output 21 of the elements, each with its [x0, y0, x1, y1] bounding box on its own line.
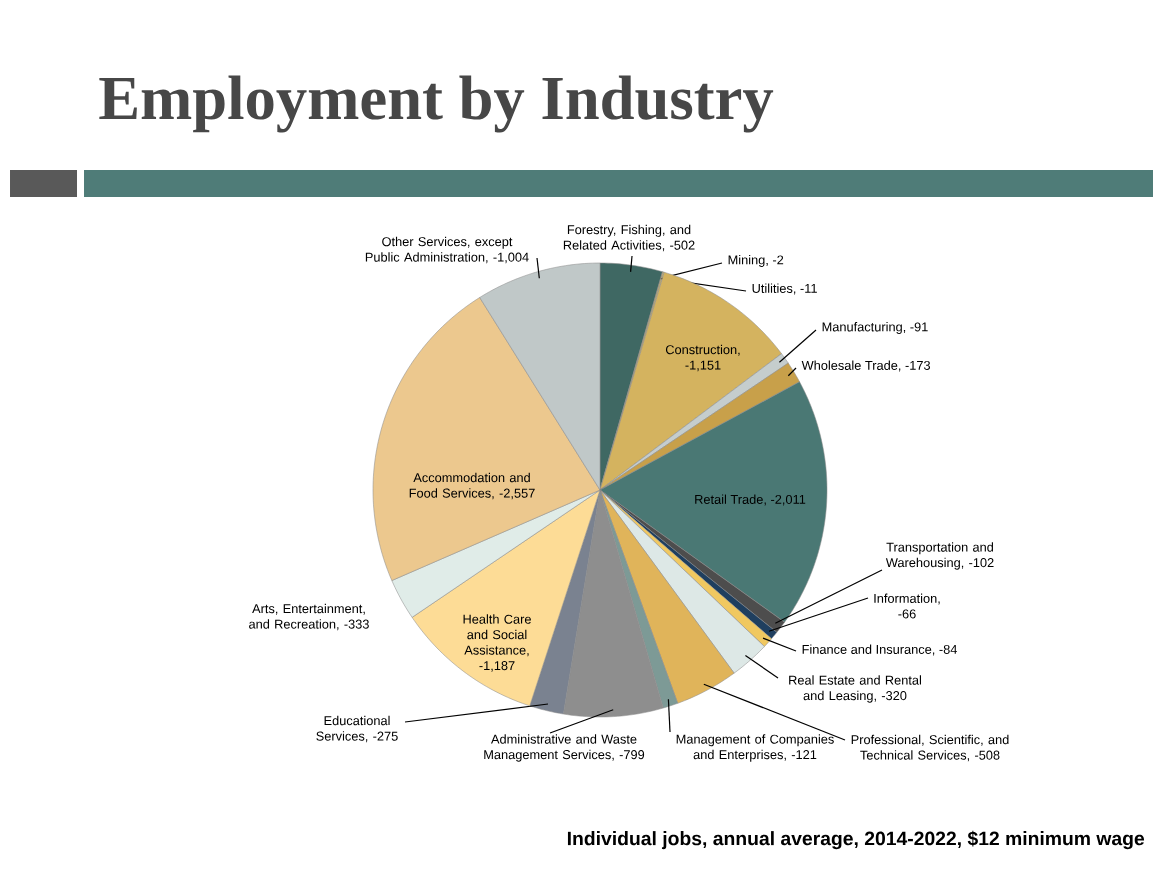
slice-label: Manufacturing, -91: [822, 322, 928, 334]
slice-label: Forestry, Fishing, and Related Activities, -502: [563, 224, 695, 252]
slice-label: Transportation and Warehousing, -102: [885, 542, 994, 570]
text: Individual jobs, annual average, 2014-2022, $12 minimum wage: [567, 830, 1145, 850]
slice-label: Professional, Scientific, and Technical Services, -508: [851, 734, 1009, 762]
slice-label: Accommodation and Food Services, -2,557: [409, 472, 535, 500]
slice-label: Arts, Entertainment, and Recreation, -333: [249, 603, 369, 631]
slice-label: Educational Services, -275: [316, 715, 398, 743]
chart-title: Employment by Industry: [99, 75, 774, 133]
slice-label: Construction, -1,151: [665, 344, 740, 372]
slice-label: Information, -66: [874, 593, 940, 619]
slice-label: Retail Trade, -2,011: [695, 494, 806, 506]
slice-label: Utilities, -11: [752, 283, 817, 295]
slice-label: Real Estate and Rental and Leasing, -320: [789, 675, 921, 703]
slice-label: Finance and Insurance, -84: [802, 644, 958, 656]
slice-label: Health Care and Social Assistance, -1,187: [463, 614, 531, 672]
slice-label: Mining, -2: [728, 255, 784, 267]
slice-label: Wholesale Trade, -173: [801, 360, 931, 372]
slice-label: Management of Companies and Enterprises, -121: [676, 734, 834, 762]
slice-label: Administrative and Waste Management Services, -799: [484, 734, 645, 762]
slice-label: Other Services, except Public Administration, -1,004: [365, 236, 529, 264]
